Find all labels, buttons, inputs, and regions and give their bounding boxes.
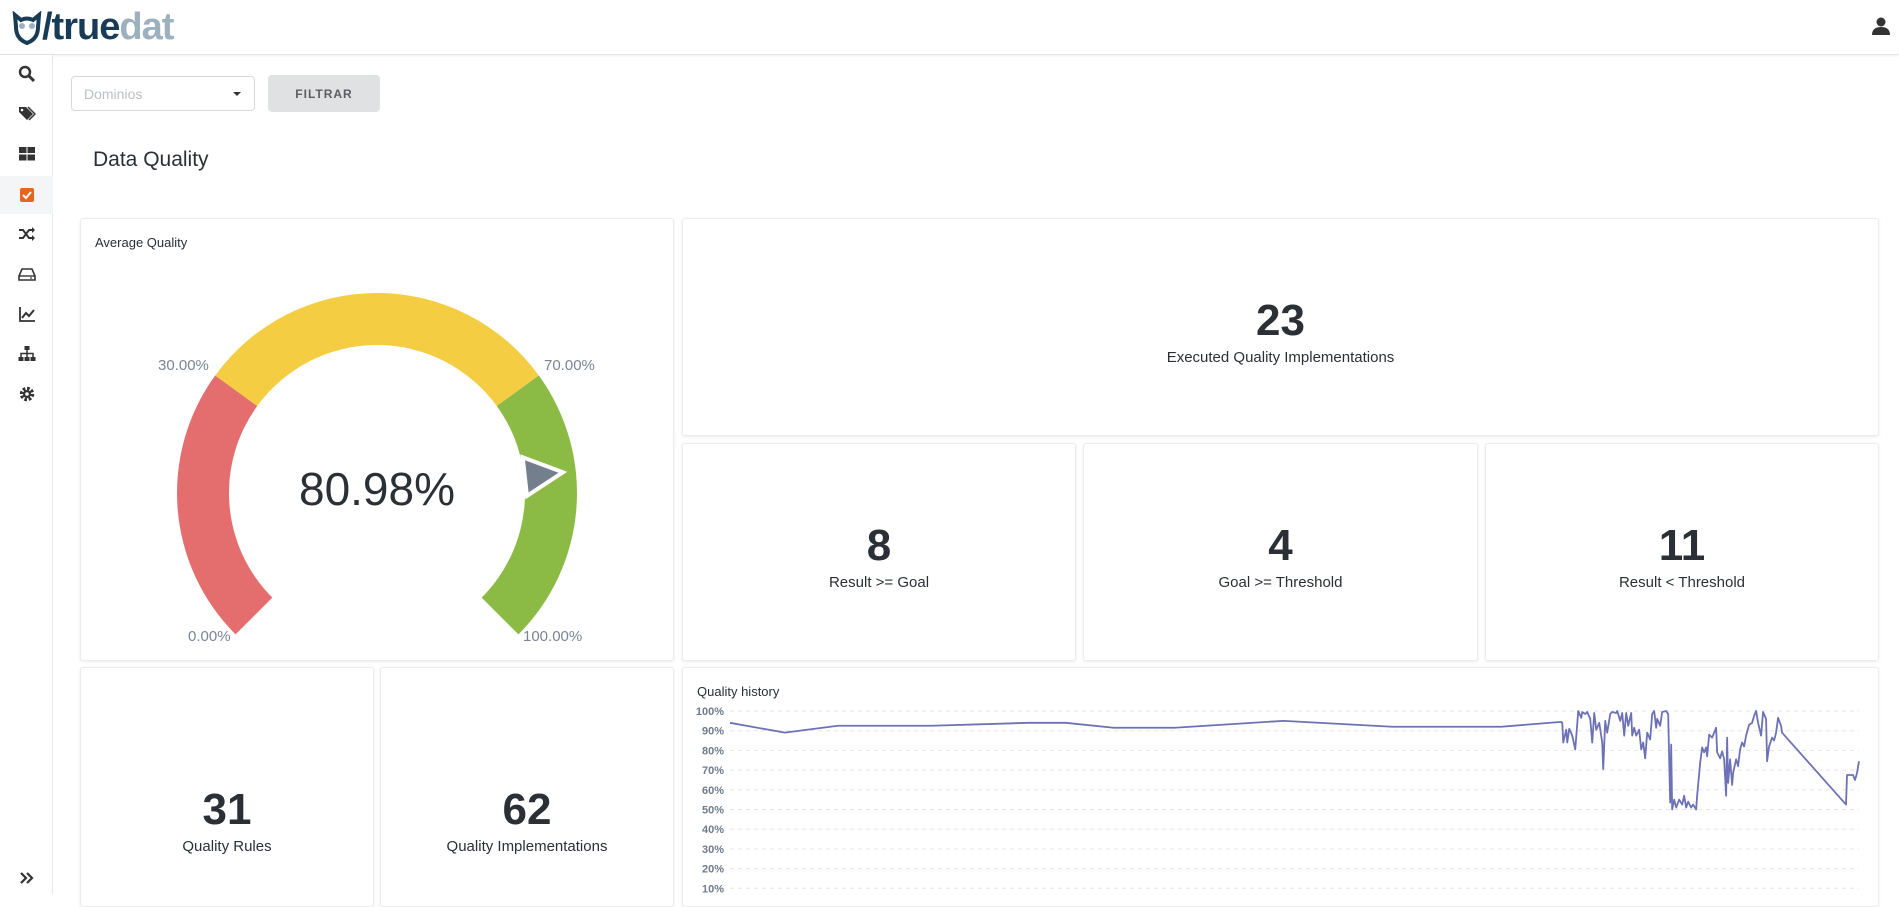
filter-button[interactable]: FILTRAR bbox=[268, 75, 380, 112]
truedat-logo[interactable]: /true dat bbox=[12, 6, 174, 49]
sidebar-item-structures[interactable] bbox=[0, 255, 53, 293]
executed-implementations-card: 23 Executed Quality Implementations bbox=[682, 218, 1879, 436]
top-header: /true dat bbox=[0, 0, 1899, 55]
tags-icon bbox=[18, 106, 36, 121]
cog-icon bbox=[19, 386, 34, 402]
gauge-label-70: 70.00% bbox=[544, 357, 595, 374]
y-tick-label: 20% bbox=[702, 864, 724, 876]
sidebar-item-hierarchy[interactable] bbox=[0, 335, 53, 373]
caret-down-icon bbox=[233, 91, 241, 96]
sidebar-item-dashboard[interactable] bbox=[0, 135, 53, 173]
quality-history-line bbox=[729, 710, 1860, 811]
gauge-pointer bbox=[520, 454, 568, 500]
result-threshold-label: Result < Threshold bbox=[1618, 574, 1746, 591]
domain-dropdown[interactable]: Dominios bbox=[71, 76, 255, 111]
gauge-arc-high bbox=[481, 375, 577, 635]
gauge-label-100: 100.00% bbox=[523, 628, 583, 645]
goal-threshold-count: 4 bbox=[1268, 521, 1293, 570]
y-tick-label: 40% bbox=[702, 824, 724, 836]
result-goal-label: Result >= Goal bbox=[828, 574, 930, 591]
y-tick-label: 50% bbox=[702, 805, 724, 817]
result-goal-card: 8 Result >= Goal bbox=[682, 443, 1076, 661]
sidebar-item-quality[interactable] bbox=[0, 176, 53, 214]
sidebar-item-search[interactable] bbox=[0, 55, 53, 93]
y-tick-label: 10% bbox=[702, 883, 724, 894]
owl-logo-icon bbox=[12, 10, 42, 45]
result-goal-count: 8 bbox=[866, 521, 892, 570]
y-tick-label: 90% bbox=[702, 726, 724, 738]
average-quality-card: Average Quality bbox=[80, 218, 674, 661]
user-icon[interactable] bbox=[1871, 16, 1891, 36]
goal-threshold-label: Goal >= Threshold bbox=[1218, 574, 1343, 591]
y-tick-label: 30% bbox=[702, 844, 724, 856]
gauge-label-0: 0.00% bbox=[188, 628, 231, 645]
gauge-arc-mid bbox=[215, 293, 539, 407]
y-tick-label: 100% bbox=[696, 706, 724, 718]
grid-icon bbox=[18, 147, 35, 161]
y-tick-label: 80% bbox=[702, 745, 724, 757]
check-square-icon bbox=[19, 188, 34, 202]
double-chevron-right-icon bbox=[19, 872, 34, 884]
sitemap-icon bbox=[18, 346, 35, 361]
goal-threshold-card: 4 Goal >= Threshold bbox=[1083, 443, 1478, 661]
search-icon bbox=[18, 65, 35, 83]
sidebar-expand-button[interactable] bbox=[0, 859, 53, 897]
logo-text-dat: dat bbox=[119, 6, 174, 48]
sidebar-item-lineage[interactable] bbox=[0, 215, 53, 253]
logo-text-true: /true bbox=[42, 6, 120, 48]
sidebar-item-tags[interactable] bbox=[0, 95, 53, 133]
gauge-label-30: 30.00% bbox=[158, 357, 209, 374]
hdd-icon bbox=[17, 268, 36, 281]
result-threshold-count: 11 bbox=[1658, 521, 1706, 570]
sidebar-item-metrics[interactable] bbox=[0, 295, 53, 333]
quality-implementations-card: 62 Quality Implementations bbox=[380, 667, 674, 907]
page-title: Data Quality bbox=[93, 148, 209, 171]
gauge-arc-low bbox=[176, 375, 273, 635]
executed-count: 23 bbox=[1256, 296, 1305, 345]
quality-gauge bbox=[176, 293, 577, 635]
quality-history-card: Quality history bbox=[682, 667, 1879, 907]
shuffle-icon bbox=[18, 227, 35, 241]
quality-rules-count: 31 bbox=[202, 785, 252, 834]
quality-history-chart: 100% 90% 80% 70% 60% 50% 40% 30% 20% 10% bbox=[696, 706, 1860, 894]
quality-implementations-count: 62 bbox=[502, 785, 552, 834]
quality-history-title: Quality history bbox=[697, 684, 780, 699]
chart-line-icon bbox=[18, 307, 35, 322]
quality-rules-label: Quality Rules bbox=[182, 838, 272, 855]
sidebar-item-settings[interactable] bbox=[0, 375, 53, 413]
y-tick-label: 70% bbox=[702, 765, 724, 777]
quality-rules-card: 31 Quality Rules bbox=[80, 667, 374, 907]
executed-label: Executed Quality Implementations bbox=[1166, 349, 1395, 366]
result-threshold-card: 11 Result < Threshold bbox=[1485, 443, 1879, 661]
quality-implementations-label: Quality Implementations bbox=[446, 838, 608, 855]
gauge-value: 80.98% bbox=[298, 463, 455, 515]
y-tick-label: 60% bbox=[702, 785, 724, 797]
domain-dropdown-placeholder: Dominios bbox=[84, 85, 143, 102]
sidebar bbox=[0, 55, 53, 894]
average-quality-title: Average Quality bbox=[95, 235, 188, 250]
